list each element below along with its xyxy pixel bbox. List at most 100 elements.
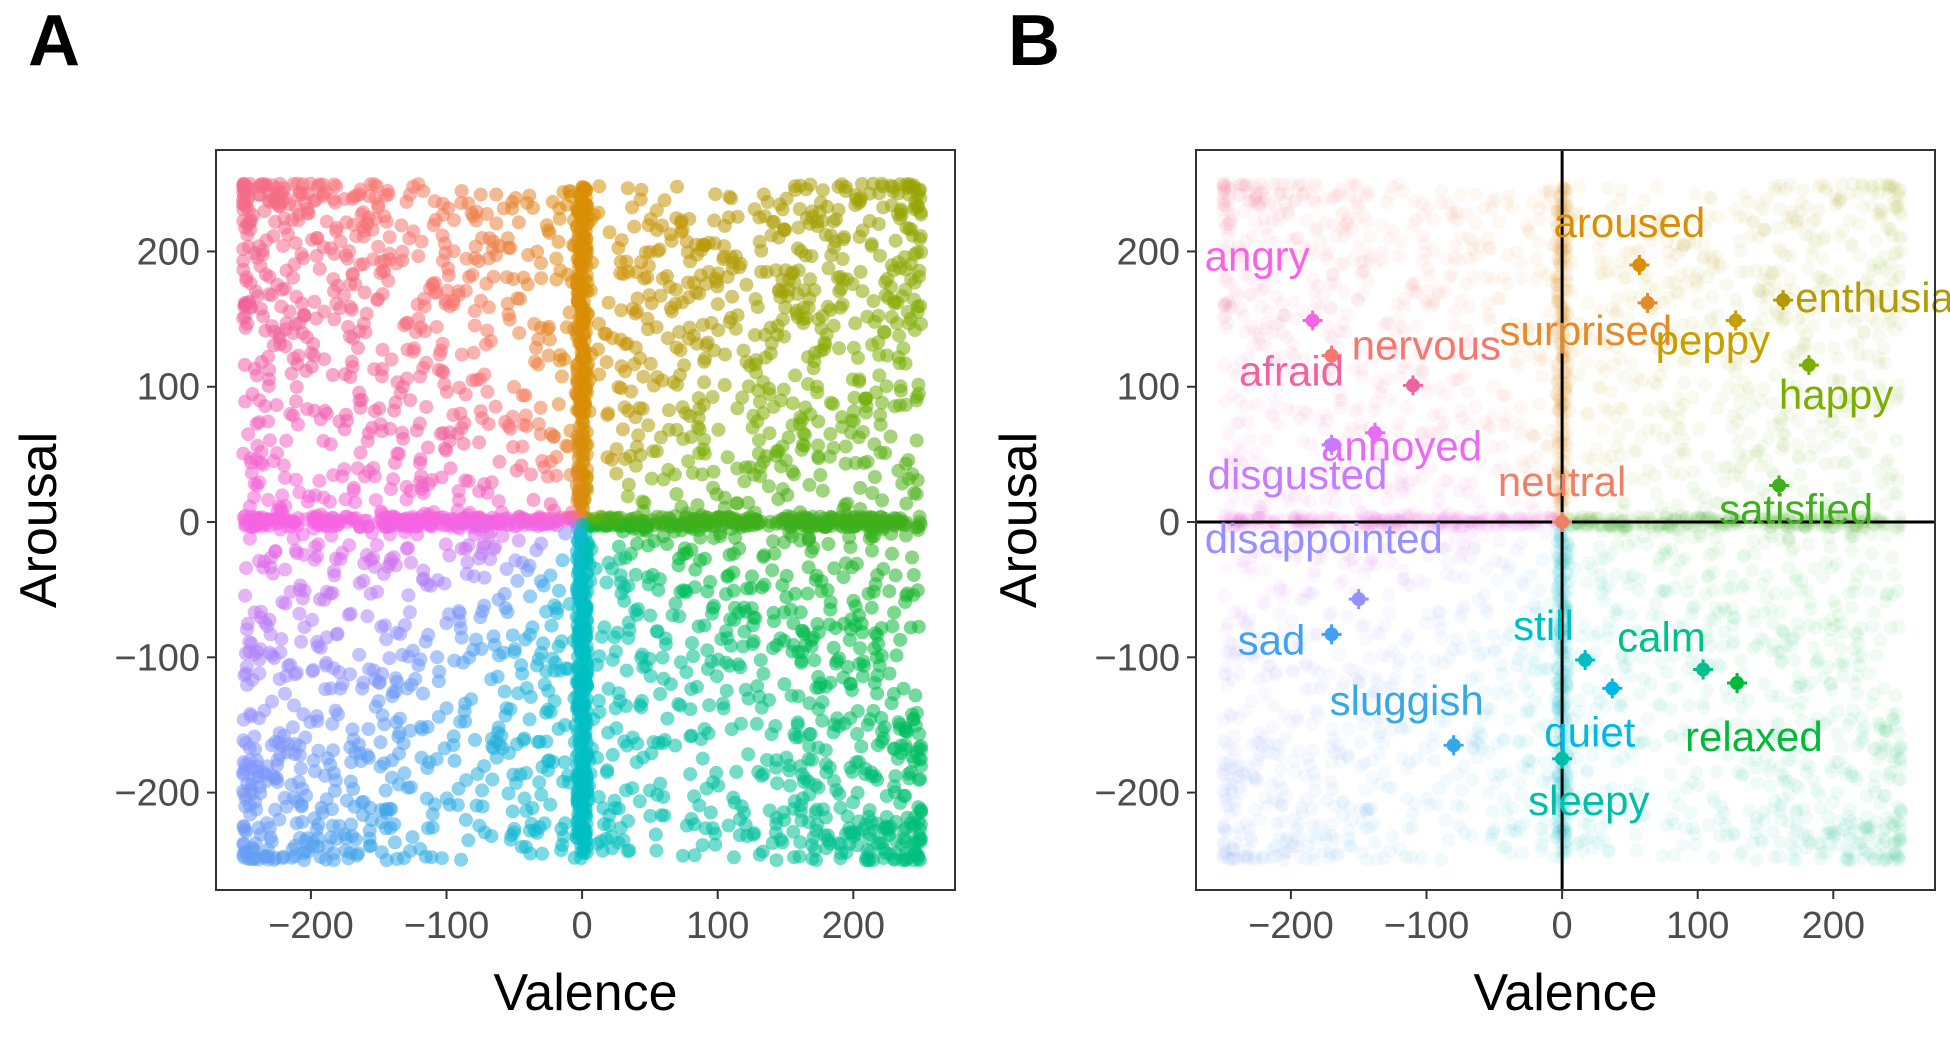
panel-a-data-point [250,438,265,453]
panel-a-data-point [554,634,569,649]
panel-a-data-point [297,583,312,598]
panel-b-data-point [1682,698,1697,713]
panel-a-data-point [888,233,903,248]
panel-a-data-point [754,580,769,595]
panel-a-data-point [777,535,792,550]
panel-a-data-point [531,417,546,432]
panel-a-data-point [788,730,803,745]
panel-a-data-point [469,213,484,228]
panel-a-data-point [749,716,764,731]
panel-a-data-point [879,789,894,803]
panel-a-data-point [353,187,367,202]
panel-a-data-point [611,380,626,395]
panel-a-data-point [708,837,723,852]
panel-a-data-point [283,657,298,672]
panel-a-data-point [823,602,838,617]
panel-a-data-point [862,531,877,546]
panel-a-data-point [531,652,546,667]
panel-a-data-point [542,332,557,347]
panel-a-data-point [615,422,630,437]
panel-a-data-point [884,310,899,324]
panel-a-data-point [392,746,406,761]
panel-a-data-point [380,183,395,198]
panel-a-data-point [460,555,475,570]
panel-a-data-point [605,841,620,856]
panel-a-data-point [300,402,315,417]
panel-b-data-point [1219,561,1234,576]
panel-a-data-point [558,526,573,541]
panel-a-data-point [551,721,566,736]
panel-a-data-point [436,253,450,268]
panel-a-data-point [912,509,927,524]
panel-a-data-point [682,320,697,335]
panel-a-data-point [326,661,341,676]
panel-a-data-point [293,761,308,776]
panel-a-data-point [722,547,737,562]
panel-a-data-point [599,327,613,341]
panel-a-data-point [365,420,380,435]
panel-a-data-point [826,318,841,333]
panel-a-data-point [447,653,462,668]
panel-a-data-point [540,469,555,484]
panel-b-data-point [1886,568,1901,582]
panel-a-data-point [594,629,609,644]
panel-a-data-point [621,814,635,828]
panel-a-data-point [441,201,456,216]
panel-a-data-point [382,230,397,245]
panel-a-data-point [254,355,269,369]
panel-a-data-point [793,605,808,620]
panel-a-data-point [685,636,699,650]
panel-a-data-point [456,436,471,451]
panel-a-data-point [411,177,426,192]
panel-a-y-tick-label: 200 [137,231,200,273]
panel-a-data-point [607,793,622,808]
panel-a-data-point [874,711,889,725]
panel-a-data-point [767,546,782,561]
panel-a-data-point [273,176,287,191]
panel-a-data-point [653,687,668,701]
panel-a-data-point [591,693,606,708]
panel-a-data-point [462,269,476,284]
panel-a-data-point [838,556,853,571]
panel-a-data-point [295,527,310,542]
panel-a-data-point [732,828,747,843]
panel-a-data-point [793,533,808,548]
panel-a-data-point [438,441,452,456]
panel-a-data-point [609,466,624,481]
panel-a-data-point [552,201,567,216]
panel-a-data-point [477,367,492,382]
panel-a-data-point [752,847,767,862]
panel-a-data-point [718,347,732,362]
panel-a-data-point [352,647,367,662]
panel-a-data-point [793,835,808,850]
panel-a-data-point [442,797,457,812]
panel-b-data-point [1534,369,1549,384]
panel-a-data-point [243,222,258,237]
panel-a-data-point [709,669,724,684]
panel-a-data-point [260,842,275,857]
panel-a-data-point [339,215,354,230]
panel-a-data-point [467,304,482,318]
panel-a-data-point [847,390,862,405]
panel-a-data-point [520,195,535,210]
panel-a-data-point [657,733,672,747]
panel-a-data-point [510,291,525,306]
panel-a-data-point [687,789,702,804]
panel-a-data-point [684,728,699,743]
panel-a-data-point [379,853,394,867]
panel-a-data-point [297,308,312,323]
panel-a-data-point [413,369,427,384]
panel-a-data-point [446,213,461,228]
panel-a-data-point [523,467,538,482]
panel-a-data-point [563,467,578,482]
panel-a-data-point [691,391,706,406]
panel-a-data-point [337,192,352,206]
panel-a-data-point [543,704,558,719]
panel-a-data-point [236,765,251,780]
panel-a-data-point [591,205,606,220]
panel-a-data-point [820,833,835,848]
panel-a-data-point [343,774,358,789]
panel-a-data-point [549,272,564,287]
panel-a-data-point [399,194,414,209]
panel-a-data-point [873,417,888,432]
